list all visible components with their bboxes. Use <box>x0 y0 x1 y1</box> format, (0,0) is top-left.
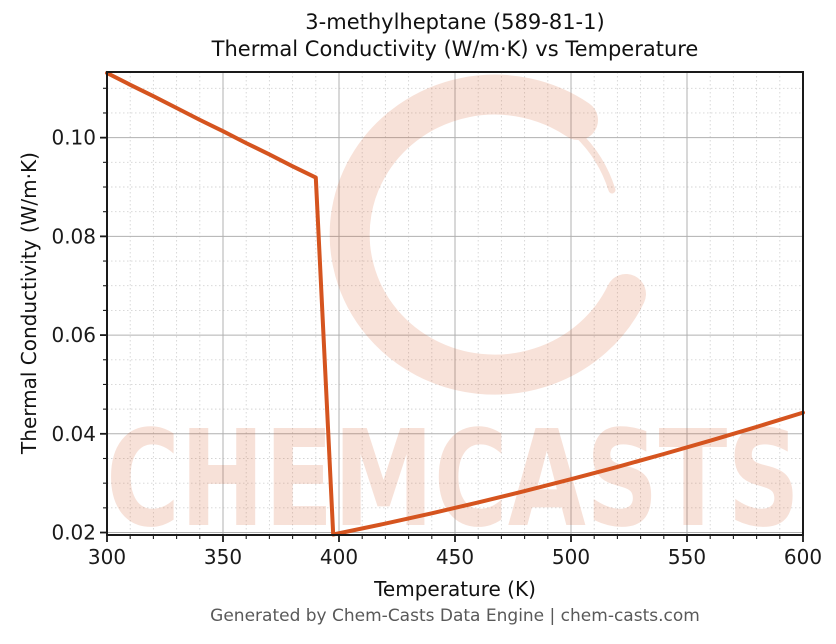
axes-layer: 300 350 400 450 500 550 600 0.02 0.04 0.06 0.08 0.1… <box>51 71 822 569</box>
grid-layer <box>106 72 804 535</box>
plot-border <box>106 71 804 536</box>
x-tick-label: 350 <box>204 545 242 569</box>
c-swirl-accent-icon <box>516 98 616 194</box>
x-tick-label: 600 <box>784 545 822 569</box>
c-swirl-logo-icon <box>329 74 646 395</box>
x-tick-label: 500 <box>552 545 590 569</box>
chart-title-block: 3-methylheptane (589-81-1) Thermal Condu… <box>107 9 803 63</box>
x-tick-label: 400 <box>320 545 358 569</box>
y-tick-label: 0.10 <box>51 126 96 150</box>
y-axis-label: Thermal Conductivity (W/m·K) <box>17 152 41 454</box>
y-tick-label: 0.06 <box>51 323 96 347</box>
x-tick-label: 550 <box>668 545 706 569</box>
chart-title: 3-methylheptane (589-81-1) <box>305 10 605 34</box>
watermark: CHEMCASTS <box>106 74 800 557</box>
watermark-text: CHEMCASTS <box>106 403 800 557</box>
y-tick-label: 0.02 <box>51 521 96 545</box>
x-axis-label: Temperature (K) <box>374 577 536 601</box>
x-tick-label: 300 <box>88 545 126 569</box>
footer-attribution: Generated by Chem-Casts Data Engine | ch… <box>210 606 700 626</box>
x-tick-label: 450 <box>436 545 474 569</box>
chart-subtitle: Thermal Conductivity (W/m·K) vs Temperat… <box>211 37 699 61</box>
y-tick-label: 0.08 <box>51 224 96 248</box>
y-tick-label: 0.04 <box>51 422 96 446</box>
